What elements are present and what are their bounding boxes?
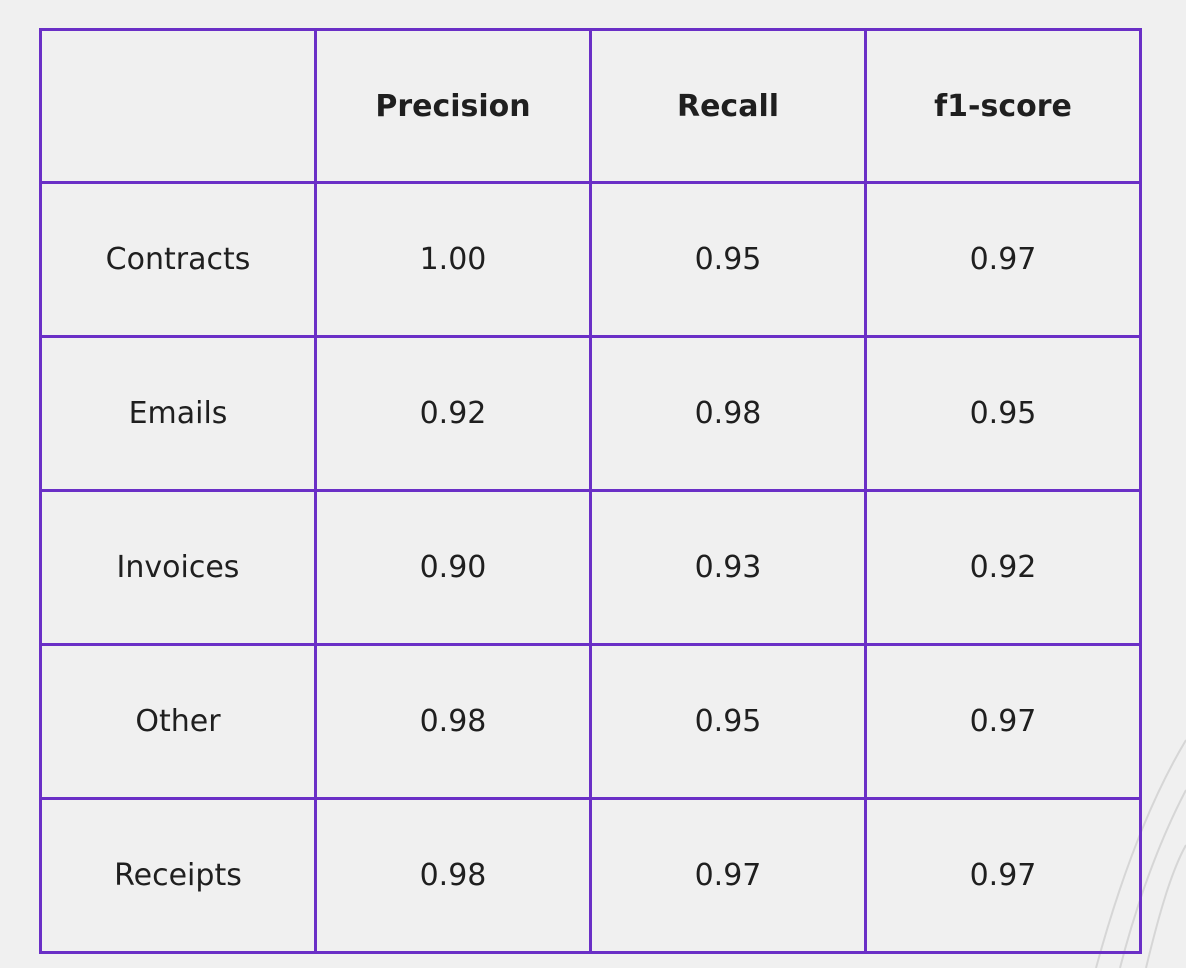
table-row: Emails 0.92 0.98 0.95 [39,335,1142,492]
header-cell-recall: Recall [589,28,867,184]
precision-cell: 0.98 [314,643,592,800]
row-label: Invoices [39,489,317,646]
precision-cell: 0.90 [314,489,592,646]
header-cell-precision: Precision [314,28,592,184]
header-cell-f1-score: f1-score [864,28,1142,184]
f1-score-cell: 0.97 [864,797,1142,954]
row-label: Other [39,643,317,800]
row-label: Receipts [39,797,317,954]
precision-cell: 1.00 [314,181,592,338]
row-label: Contracts [39,181,317,338]
metrics-table: Precision Recall f1-score Contracts 1.00… [39,28,1142,954]
table-row: Other 0.98 0.95 0.97 [39,643,1142,800]
recall-cell: 0.98 [589,335,867,492]
table-row: Contracts 1.00 0.95 0.97 [39,181,1142,338]
table-row: Invoices 0.90 0.93 0.92 [39,489,1142,646]
recall-cell: 0.97 [589,797,867,954]
recall-cell: 0.95 [589,181,867,338]
header-row: Precision Recall f1-score [39,28,1142,184]
precision-cell: 0.98 [314,797,592,954]
f1-score-cell: 0.97 [864,643,1142,800]
table-row: Receipts 0.98 0.97 0.97 [39,797,1142,954]
f1-score-cell: 0.92 [864,489,1142,646]
decorative-arc [1145,844,1186,968]
f1-score-cell: 0.97 [864,181,1142,338]
row-label: Emails [39,335,317,492]
header-cell-empty [39,28,317,184]
recall-cell: 0.93 [589,489,867,646]
recall-cell: 0.95 [589,643,867,800]
f1-score-cell: 0.95 [864,335,1142,492]
precision-cell: 0.92 [314,335,592,492]
